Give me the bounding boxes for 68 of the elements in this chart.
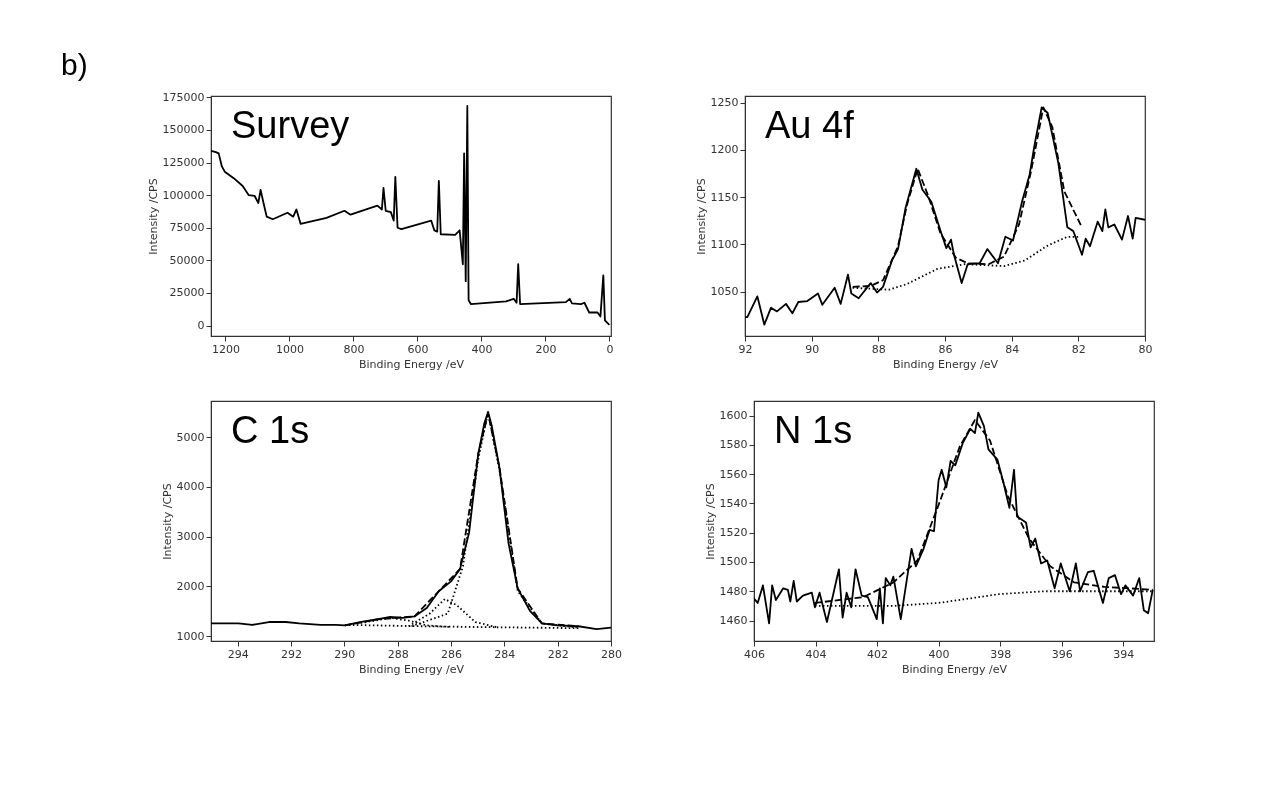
y-tick-label: 3000 xyxy=(176,530,205,544)
y-axis-title: Intensity /CPS xyxy=(146,178,160,255)
y-tick-label: 150000 xyxy=(162,123,205,137)
y-tick-label: 1600 xyxy=(719,409,748,423)
y-tick-label: 0 xyxy=(197,319,205,333)
x-axis-title: Binding Energy /eV xyxy=(358,662,465,676)
y-tick-label: 1200 xyxy=(710,143,739,157)
y-tick-label: 175000 xyxy=(162,90,205,104)
y-tick-label: 2000 xyxy=(176,579,205,593)
y-tick-label: 1250 xyxy=(710,96,739,110)
x-axis-title: Binding Energy /eV xyxy=(901,662,1008,676)
y-axis-title: Intensity /CPS xyxy=(160,483,174,560)
x-tick-label: 86 xyxy=(938,342,953,356)
x-tick-label: 92 xyxy=(738,342,753,356)
x-tick-label: 0 xyxy=(606,342,614,356)
y-tick-label: 1540 xyxy=(719,496,748,510)
x-tick-label: 394 xyxy=(1113,647,1135,661)
y-tick-label: 1480 xyxy=(719,584,748,598)
chart-title: N 1s xyxy=(774,409,853,451)
x-tick-label: 600 xyxy=(407,342,429,356)
x-axis-title: Binding Energy /eV xyxy=(892,357,999,371)
x-tick-label: 286 xyxy=(441,647,462,661)
x-tick-label: 88 xyxy=(871,342,886,356)
x-tick-label: 398 xyxy=(990,647,1012,661)
x-tick-label: 200 xyxy=(535,342,557,356)
y-tick-label: 1150 xyxy=(710,190,739,204)
x-tick-label: 80 xyxy=(1138,342,1153,356)
x-tick-label: 1000 xyxy=(275,342,304,356)
x-tick-label: 82 xyxy=(1071,342,1086,356)
x-tick-label: 292 xyxy=(281,647,302,661)
x-tick-label: 800 xyxy=(343,342,365,356)
chart-title: Au 4f xyxy=(765,104,855,146)
x-tick-label: 400 xyxy=(471,342,493,356)
text: b) xyxy=(61,48,88,81)
x-tick-label: 280 xyxy=(601,647,622,661)
x-tick-label: 90 xyxy=(805,342,820,356)
x-tick-label: 402 xyxy=(867,647,889,661)
y-tick-label: 4000 xyxy=(176,480,205,494)
x-tick-label: 396 xyxy=(1051,647,1073,661)
x-tick-label: 288 xyxy=(387,647,409,661)
chart-title: C 1s xyxy=(231,409,310,451)
y-tick-label: 75000 xyxy=(169,221,205,235)
x-tick-label: 404 xyxy=(805,647,827,661)
y-tick-label: 5000 xyxy=(176,430,205,444)
x-tick-label: 84 xyxy=(1005,342,1020,356)
y-tick-label: 25000 xyxy=(169,286,205,300)
y-tick-label: 1500 xyxy=(719,555,748,569)
y-tick-label: 1050 xyxy=(710,285,739,299)
x-tick-label: 284 xyxy=(494,647,516,661)
y-tick-label: 50000 xyxy=(169,253,205,267)
y-tick-label: 1100 xyxy=(710,237,739,251)
y-axis-title: Intensity /CPS xyxy=(703,483,717,560)
chart-title: Survey xyxy=(231,104,350,146)
y-tick-label: 1000 xyxy=(176,629,205,643)
x-axis-title: Binding Energy /eV xyxy=(358,357,465,371)
x-tick-label: 290 xyxy=(334,647,356,661)
x-tick-label: 1200 xyxy=(211,342,240,356)
y-tick-label: 1560 xyxy=(719,467,748,481)
x-tick-label: 406 xyxy=(744,647,765,661)
y-tick-label: 1460 xyxy=(719,614,748,628)
y-tick-label: 100000 xyxy=(162,188,205,202)
y-tick-label: 1520 xyxy=(719,526,748,540)
x-tick-label: 400 xyxy=(928,647,950,661)
y-axis-title: Intensity /CPS xyxy=(694,178,708,255)
y-tick-label: 125000 xyxy=(162,156,205,170)
x-tick-label: 282 xyxy=(547,647,569,661)
y-tick-label: 1580 xyxy=(719,438,748,452)
x-tick-label: 294 xyxy=(227,647,249,661)
